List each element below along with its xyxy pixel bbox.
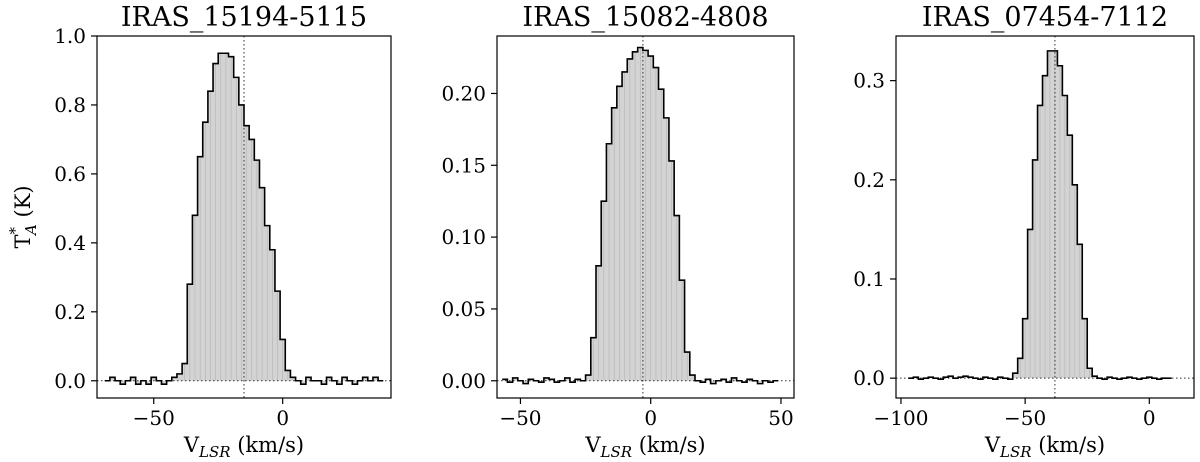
panel-3-plot — [896, 36, 1194, 398]
x-tick-label: −50 — [133, 406, 175, 430]
axes-frame — [496, 35, 795, 399]
y-tick-label: 0.05 — [441, 297, 486, 321]
spectrum-line — [104, 52, 384, 386]
panel-2-frame — [496, 35, 795, 399]
panel-1-x-ticks: −50 0 — [133, 398, 289, 430]
panel-2-x-axis-label: VLSR (km/s) — [584, 433, 705, 461]
y-tick-label: 0.4 — [54, 231, 86, 255]
x-tick-label: −50 — [499, 406, 541, 430]
panel-1-frame — [96, 35, 392, 399]
panel-3-y-ticks: 0.0 0.1 0.2 0.3 — [853, 69, 896, 390]
y-tick-label: 0.20 — [441, 81, 486, 105]
y-tick-label: 0.10 — [441, 225, 486, 249]
axes-frame — [96, 35, 392, 399]
panel-3-x-axis-label: VLSR (km/s) — [984, 433, 1105, 461]
y-tick-label: 0.0 — [54, 369, 86, 393]
panel-3-x-ticks: −100 −50 0 — [873, 398, 1156, 430]
x-tick-label: 0 — [276, 406, 289, 430]
panel-3-frame — [895, 35, 1195, 399]
y-tick-label: 0.6 — [54, 162, 86, 186]
panel-2-plot — [497, 36, 794, 398]
panel-3: IRAS_07454-7112 −100 −50 0 0.0 0.1 0.2 0.3 VL… — [853, 2, 1195, 461]
spectrum-line — [908, 50, 1172, 380]
panel-1: IRAS_15194-5115 −50 0 0.00.20.40.60.81.0 … — [6, 2, 392, 461]
panel-1-title: IRAS_15194-5115 — [121, 2, 367, 33]
spectrum-fill — [104, 53, 384, 385]
panel-2-x-ticks: −50 0 50 — [499, 398, 794, 430]
y-tick-label: 1.0 — [54, 24, 86, 48]
x-tick-label: 50 — [768, 406, 793, 430]
x-tick-label: −100 — [873, 406, 928, 430]
y-tick-label: 0.15 — [441, 153, 486, 177]
y-tick-label: 0.3 — [853, 69, 885, 93]
panel-1-y-axis-label: T*A (K) — [6, 185, 40, 248]
x-tick-label: 0 — [1143, 406, 1156, 430]
y-tick-label: 0.2 — [853, 168, 885, 192]
y-tick-label: 0.0 — [853, 366, 885, 390]
x-tick-label: −50 — [1004, 406, 1046, 430]
y-tick-label: 0.2 — [54, 300, 86, 324]
panel-2: IRAS_15082-4808 −50 0 50 0.000.050.100.150… — [441, 2, 795, 461]
panel-2-y-ticks: 0.00 0.05 0.10 0.15 0.20 — [441, 81, 497, 393]
panel-1-x-axis-label: VLSR (km/s) — [183, 433, 304, 461]
y-tick-label: 0.1 — [853, 267, 885, 291]
x-tick-label: 0 — [644, 406, 657, 430]
axes-frame — [895, 35, 1195, 399]
y-tick-label: 0.00 — [441, 369, 486, 393]
panel-2-title: IRAS_15082-4808 — [522, 2, 768, 33]
spectrum-line — [502, 46, 779, 385]
panel-1-plot — [97, 36, 391, 398]
panel-3-title: IRAS_07454-7112 — [922, 2, 1168, 33]
panel-1-y-ticks: 0.0 0.2 0.4 0.6 0.8 1.0 — [54, 24, 97, 393]
y-tick-label: 0.8 — [54, 93, 86, 117]
